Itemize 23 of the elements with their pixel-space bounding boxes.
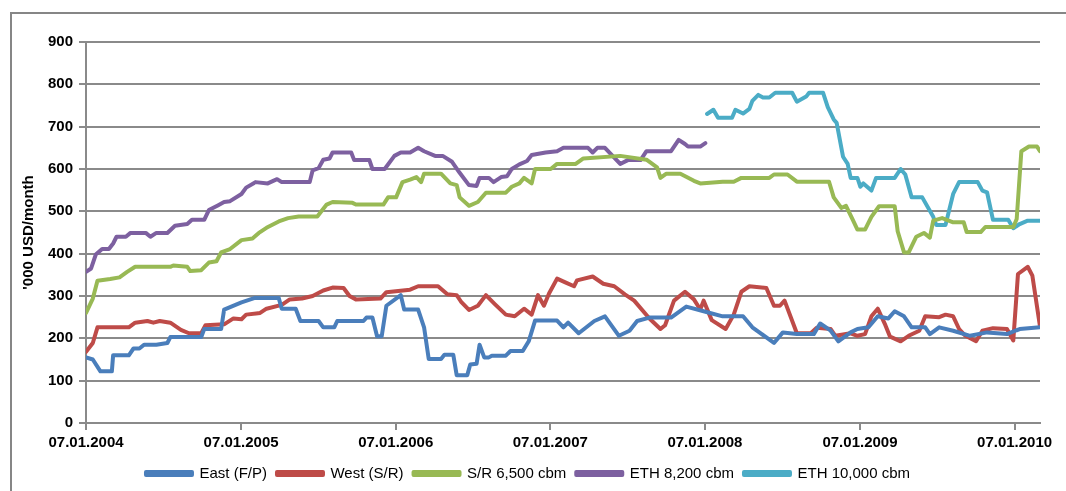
y-tick-label: 700 — [48, 116, 74, 134]
x-tick-label: 07.01.2006 — [358, 433, 434, 451]
legend-label: S/R 6,500 cbm — [467, 463, 567, 481]
y-tick-label: 600 — [48, 159, 74, 177]
legend-label: East (F/P) — [199, 463, 267, 481]
y-tick-label: 500 — [48, 201, 74, 219]
x-tick-label: 07.01.2005 — [203, 433, 279, 451]
legend-label: ETH 10,000 cbm — [797, 463, 911, 481]
x-tick-label: 07.01.2007 — [512, 433, 588, 451]
y-tick-label: 0 — [64, 413, 74, 431]
x-tick-label: 07.01.2009 — [822, 433, 898, 451]
y-tick-label: 400 — [48, 243, 74, 261]
y-tick-label: 100 — [48, 370, 74, 388]
x-tick-label: 07.01.2010 — [977, 433, 1053, 451]
legend-label: ETH 8,200 cbm — [629, 463, 734, 481]
y-tick-label: 200 — [48, 328, 74, 346]
y-tick-label: 300 — [48, 286, 74, 304]
y-tick-label: 800 — [48, 74, 74, 92]
y-tick-label: 900 — [48, 32, 74, 50]
legend-label: West (S/R) — [330, 463, 404, 481]
x-tick-label: 07.01.2004 — [48, 433, 125, 451]
y-axis-title: '000 USD/month — [19, 175, 37, 290]
x-tick-label: 07.01.2008 — [667, 433, 743, 451]
